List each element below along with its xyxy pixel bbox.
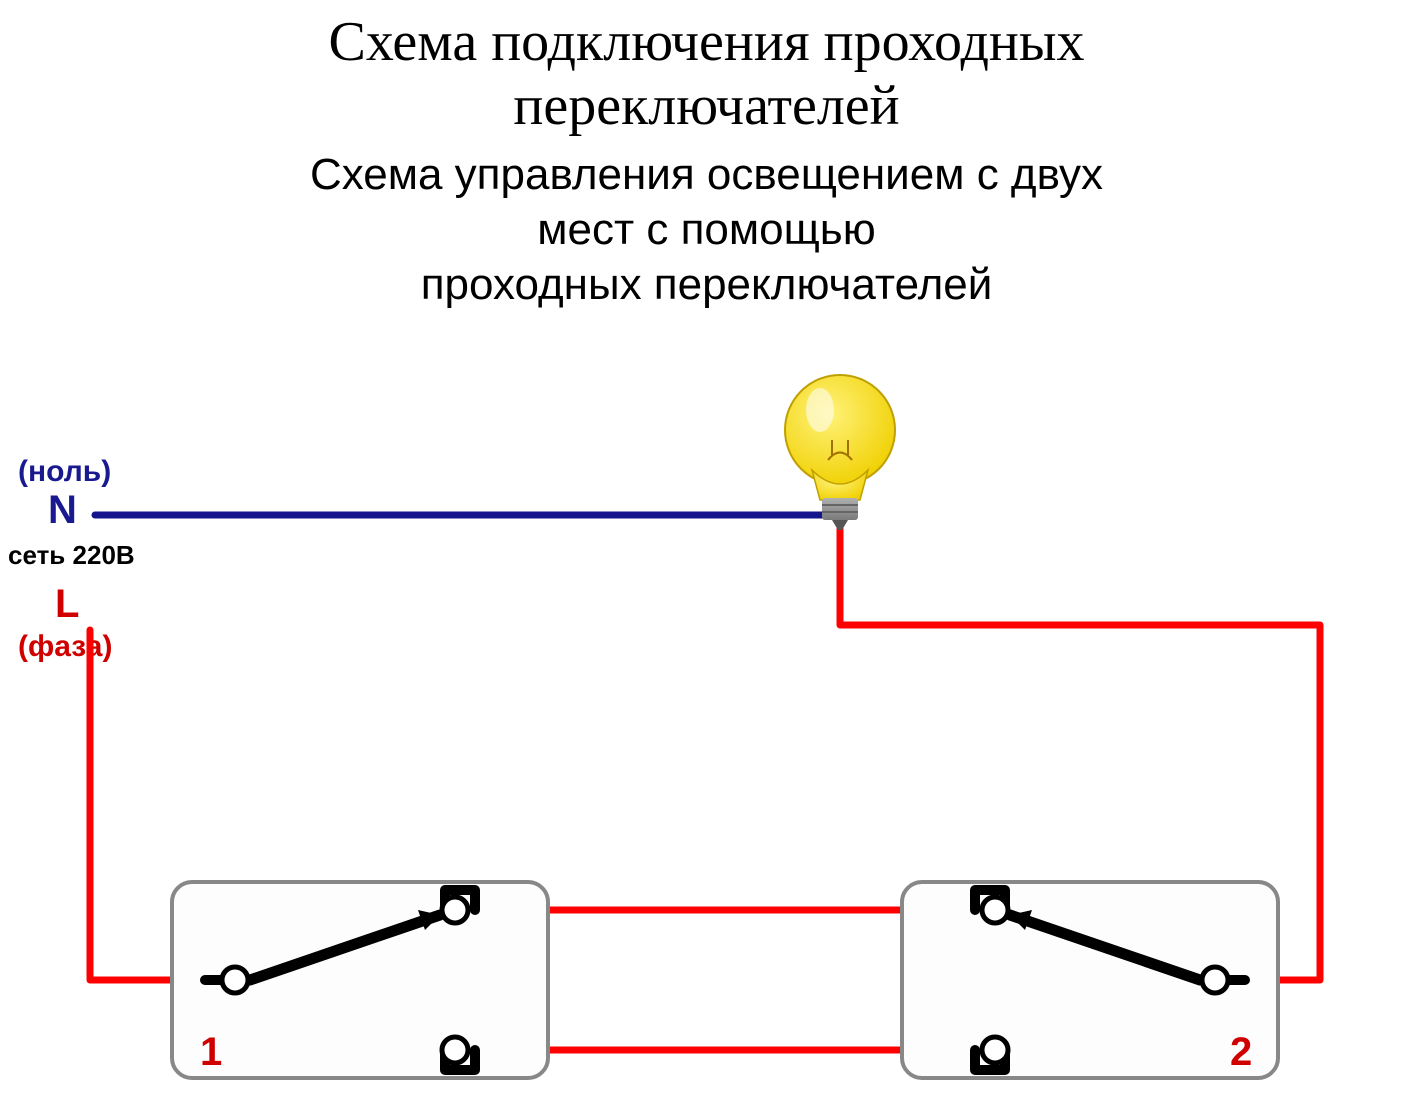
s1-top-terminal — [442, 897, 468, 923]
s2-top-terminal — [982, 897, 1008, 923]
s2-bot-terminal — [982, 1037, 1008, 1063]
subtitle-line2: мест с помощью — [537, 205, 875, 254]
s2-common-terminal — [1202, 967, 1228, 993]
wiring-diagram: (ноль) N сеть 220В L (фаза) — [0, 350, 1413, 1110]
title-line2: переключателей — [513, 75, 899, 137]
s2-wiper — [1010, 915, 1200, 980]
switch-1-number: 1 — [200, 1030, 222, 1075]
s1-bot-terminal — [442, 1037, 468, 1063]
s1-common-terminal — [222, 967, 248, 993]
subtitle: Схема управления освещением с двух мест … — [0, 147, 1413, 312]
subtitle-line1: Схема управления освещением с двух — [310, 150, 1103, 199]
switch-internals-svg — [0, 350, 1413, 1110]
main-title: Схема подключения проходных переключател… — [0, 0, 1413, 139]
title-line1: Схема подключения проходных — [328, 11, 1084, 73]
s1-wiper — [250, 915, 440, 980]
subtitle-line3: проходных переключателей — [421, 260, 993, 309]
switch-2-number: 2 — [1230, 1030, 1252, 1075]
